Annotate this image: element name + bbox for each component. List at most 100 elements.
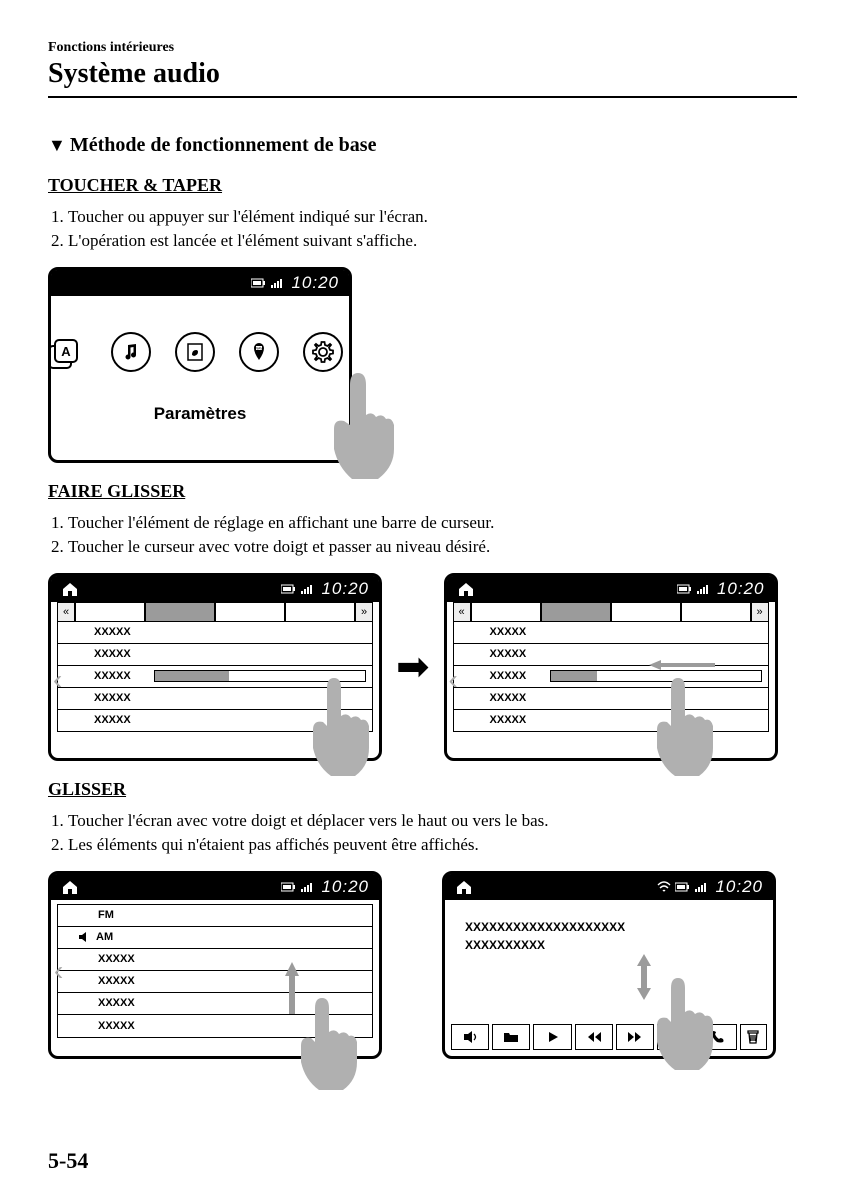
list-item[interactable]: XXXXX	[453, 622, 769, 644]
title-divider	[48, 96, 797, 98]
subheading-touch: TOUCHER & TAPER	[48, 175, 797, 196]
screen-topbar: 10:20	[51, 874, 379, 900]
phone-icon[interactable]	[175, 332, 215, 372]
home-button[interactable]	[455, 879, 473, 895]
settings-icon[interactable]	[303, 332, 343, 372]
touch-step-2: L'opération est lancée et l'élément suiv…	[68, 230, 797, 253]
nav-icon[interactable]: NAV	[239, 332, 279, 372]
screen-player: 10:20 XXXXXXXXXXXXXXXXXXXX XXXXXXXXXX	[442, 871, 776, 1059]
tab-next[interactable]: »	[751, 602, 769, 621]
battery-icon	[251, 278, 267, 288]
home-button[interactable]	[61, 879, 79, 895]
tab[interactable]	[75, 602, 145, 621]
list-item[interactable]: XXXXX	[58, 993, 372, 1015]
list-item[interactable]: XXXXX	[58, 971, 372, 993]
screen-topbar: 10:20	[51, 576, 379, 602]
section-heading: ▼ Méthode de fonctionnement de base	[48, 134, 797, 157]
list-item[interactable]: XXXXX	[58, 1015, 372, 1037]
list-item-slider[interactable]: XXXXX	[57, 666, 373, 688]
tab[interactable]	[681, 602, 751, 621]
tab[interactable]	[611, 602, 681, 621]
tab[interactable]	[215, 602, 285, 621]
list-item[interactable]: XXXXX	[453, 644, 769, 666]
list-item-fm[interactable]: FM	[58, 905, 372, 927]
play-button[interactable]	[533, 1024, 571, 1050]
clock: 10:20	[291, 273, 339, 293]
swipe-step-2: Les éléments qui n'étaient pas affichés …	[68, 834, 797, 857]
list-item[interactable]: XXXXX	[453, 688, 769, 710]
list-item[interactable]: XXXXX	[58, 949, 372, 971]
music-icon[interactable]	[111, 332, 151, 372]
swipe-up-arrow	[283, 960, 301, 1016]
signal-icon	[271, 278, 285, 288]
battery-icon	[677, 584, 693, 594]
screen-slider-after: 10:20 « » ‹ XXXXX XXXXX XXXXX XXXXX XXXX…	[444, 573, 778, 761]
chevron-left-icon[interactable]: ‹	[449, 664, 458, 696]
battery-icon	[281, 584, 297, 594]
apps-icon[interactable]: A	[47, 332, 87, 372]
home-button[interactable]	[61, 581, 79, 597]
slider-track[interactable]	[550, 670, 762, 682]
tab-prev[interactable]: «	[453, 602, 471, 621]
voice-button[interactable]	[451, 1024, 489, 1050]
folder-button[interactable]	[492, 1024, 530, 1050]
screen-topbar: 10:20	[51, 270, 349, 296]
radio-list: ‹ FM AM XXXXX XXXXX XXXXX XXXXX	[57, 904, 373, 1038]
clock: 10:20	[321, 579, 369, 599]
chevron-left-icon[interactable]: ‹	[54, 955, 63, 987]
subheading-swipe: GLISSER	[48, 779, 797, 800]
svg-text:A: A	[61, 344, 71, 359]
battery-icon	[675, 882, 691, 892]
prev-button[interactable]	[575, 1024, 613, 1050]
slider-track[interactable]	[154, 670, 366, 682]
slide-steps: Toucher l'élément de réglage en affichan…	[68, 512, 797, 559]
speaker-icon	[78, 931, 90, 943]
list-item[interactable]: XXXXX	[57, 622, 373, 644]
signal-icon	[301, 584, 315, 594]
tab-next[interactable]: »	[355, 602, 373, 621]
screen-home: 10:20 A NAV Paramètres	[48, 267, 352, 463]
status-icons	[251, 278, 285, 288]
tab-active[interactable]	[541, 602, 611, 621]
signal-icon	[695, 882, 709, 892]
next-button[interactable]	[616, 1024, 654, 1050]
status-icons	[281, 882, 315, 892]
status-icons	[281, 584, 315, 594]
slide-step-2: Toucher le curseur avec votre doigt et p…	[68, 536, 797, 559]
list-item[interactable]: XXXXX	[57, 644, 373, 666]
screen-radio-list: 10:20 ‹ FM AM XXXXX XXXXX XXXXX XXXXX	[48, 871, 382, 1059]
screen-topbar: 10:20	[447, 576, 775, 602]
page-number: 5-54	[48, 1148, 88, 1174]
screen-topbar: 10:20	[445, 874, 773, 900]
tab-prev[interactable]: «	[57, 602, 75, 621]
list-item-am[interactable]: AM	[58, 927, 372, 949]
tab[interactable]	[471, 602, 541, 621]
list-item-slider[interactable]: XXXXX	[453, 666, 769, 688]
back-button[interactable]	[657, 1024, 695, 1050]
tab[interactable]	[285, 602, 355, 621]
clock: 10:20	[321, 877, 369, 897]
list-item[interactable]: XXXXX	[57, 688, 373, 710]
tab-strip: « »	[57, 602, 373, 622]
player-track-info: XXXXXXXXXXXXXXXXXXXX XXXXXXXXXX	[445, 900, 773, 972]
tab-strip: « »	[453, 602, 769, 622]
chevron-left-icon[interactable]: ‹	[53, 664, 62, 696]
slider-fill	[155, 671, 229, 681]
list-item[interactable]: XXXXX	[453, 710, 769, 732]
signal-icon	[697, 584, 711, 594]
track-line-2: XXXXXXXXXX	[465, 936, 753, 954]
home-label: Paramètres	[51, 404, 349, 424]
list-item[interactable]: XXXXX	[57, 710, 373, 732]
settings-list: ‹ XXXXX XXXXX XXXXX XXXXX XXXXX	[51, 622, 379, 738]
settings-list: ‹ XXXXX XXXXX XXXXX XXXXX XXXXX	[447, 622, 775, 738]
figure-swipe: 10:20 ‹ FM AM XXXXX XXXXX XXXXX XXXXX	[48, 871, 797, 1059]
player-controls	[451, 1024, 767, 1050]
status-icons	[657, 881, 709, 893]
slider-fill	[551, 671, 597, 681]
tab-active[interactable]	[145, 602, 215, 621]
screen-slider-before: 10:20 « » ‹ XXXXX XXXXX XXXXX XXXXX XXXX…	[48, 573, 382, 761]
home-button[interactable]	[457, 581, 475, 597]
swipe-step-1: Toucher l'écran avec votre doigt et dépl…	[68, 810, 797, 833]
delete-button[interactable]	[740, 1024, 767, 1050]
call-button[interactable]	[698, 1024, 736, 1050]
